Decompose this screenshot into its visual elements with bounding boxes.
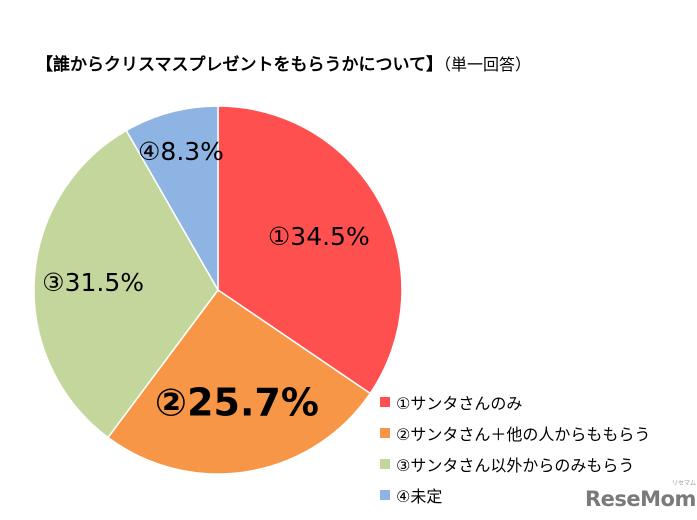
chart-heading: 【誰からクリスマスプレゼントをもらうかについて】（単一回答） bbox=[36, 50, 531, 75]
legend-swatch bbox=[380, 458, 390, 469]
pie-slice bbox=[33, 129, 219, 439]
chart-subtitle: （単一回答） bbox=[442, 55, 531, 74]
legend-item: ④未定 bbox=[380, 479, 650, 510]
chart-title: 【誰からクリスマスプレゼントをもらうかについて】 bbox=[36, 55, 443, 75]
legend-label: ①サンタさんのみ bbox=[396, 393, 523, 413]
legend-label: ④未定 bbox=[396, 486, 443, 506]
legend: ①サンタさんのみ ②サンタさん＋他の人からももらう ③サンタさん以外からのみもらう ④… bbox=[380, 386, 650, 510]
legend-item: ②サンタさん＋他の人からももらう bbox=[380, 417, 650, 448]
legend-label: ③サンタさん以外からのみもらう bbox=[396, 455, 635, 475]
pie-slice bbox=[125, 105, 219, 293]
legend-label: ②サンタさん＋他の人からももらう bbox=[396, 424, 651, 444]
data-label: ③31.5% bbox=[42, 268, 144, 297]
legend-item: ③サンタさん以外からのみもらう bbox=[380, 448, 650, 479]
data-label: ④8.3% bbox=[138, 137, 224, 166]
resemom-logo: ReseMom bbox=[585, 487, 696, 511]
data-label: ①34.5% bbox=[268, 222, 370, 251]
resemom-logo-kana: リセマム bbox=[672, 480, 697, 487]
legend-swatch bbox=[380, 489, 390, 500]
legend-item: ①サンタさんのみ bbox=[380, 386, 650, 417]
legend-swatch bbox=[380, 396, 390, 407]
pie-slice bbox=[106, 288, 372, 475]
data-label: ②25.7% bbox=[155, 381, 319, 425]
pie-slice bbox=[217, 105, 403, 395]
legend-swatch bbox=[380, 427, 390, 438]
